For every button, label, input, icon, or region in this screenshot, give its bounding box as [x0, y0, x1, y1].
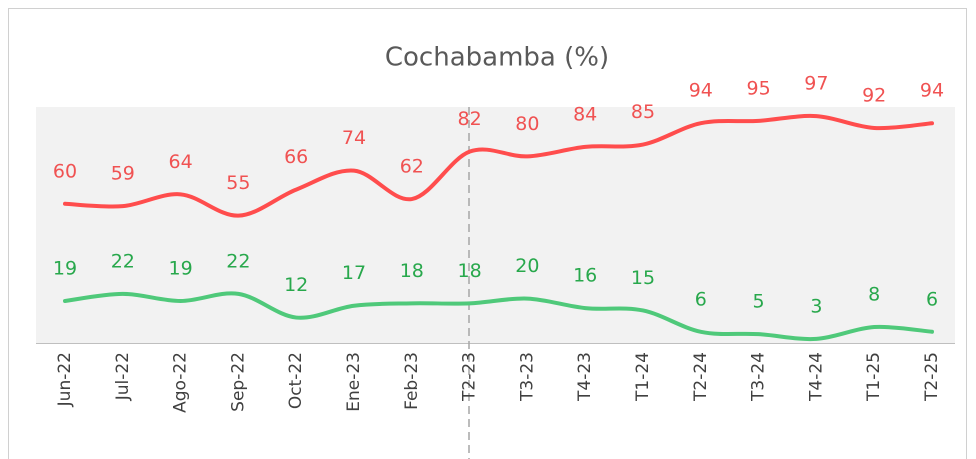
- data-label: 59: [111, 163, 135, 185]
- data-label: 97: [804, 73, 828, 95]
- data-label: 92: [862, 84, 886, 106]
- data-label: 64: [169, 151, 193, 173]
- x-tick-label: T2-23: [460, 352, 480, 402]
- data-label: 20: [515, 255, 539, 277]
- data-label: 62: [400, 156, 424, 178]
- x-tick-label: Jul-22: [113, 352, 133, 401]
- data-label: 8: [868, 284, 880, 306]
- data-label: 19: [53, 257, 77, 279]
- data-label: 6: [695, 288, 707, 310]
- series-line: [63, 113, 934, 218]
- x-tick-label: T1-25: [864, 352, 884, 402]
- plot-area: [36, 107, 955, 343]
- data-label: 55: [226, 172, 250, 194]
- data-label: 12: [284, 274, 308, 296]
- frame: [8, 8, 967, 459]
- data-label: 22: [111, 250, 135, 272]
- data-label: 22: [226, 250, 250, 272]
- x-tick-label: T2-25: [922, 352, 942, 402]
- data-label: 19: [169, 257, 193, 279]
- data-label: 6: [926, 288, 938, 310]
- x-tick-label: Ago-22: [171, 352, 191, 413]
- data-label: 18: [400, 260, 424, 282]
- data-label: 60: [53, 160, 77, 182]
- x-tick-label: T4-23: [575, 352, 595, 402]
- chart-title: Cochabamba (%): [385, 43, 609, 73]
- data-label: 95: [747, 77, 771, 99]
- data-label: 94: [689, 80, 713, 102]
- data-label: 82: [458, 108, 482, 130]
- x-tick-label: Oct-22: [286, 352, 306, 409]
- data-label: 16: [573, 265, 597, 287]
- data-label: 84: [573, 103, 597, 125]
- x-tick-label: T1-24: [633, 352, 653, 402]
- x-tick-label: Ene-23: [344, 352, 364, 412]
- data-label: 85: [631, 101, 655, 123]
- data-label: 74: [342, 127, 366, 149]
- x-tick-label: Feb-23: [402, 352, 422, 410]
- x-tick-label: T2-24: [691, 352, 711, 402]
- data-label: 80: [515, 113, 539, 135]
- series-line: [63, 291, 934, 342]
- x-tick-label: T3-23: [517, 352, 537, 402]
- x-tick-label: Jun-22: [55, 352, 75, 407]
- data-label: 18: [458, 260, 482, 282]
- data-label: 3: [810, 295, 822, 317]
- data-label: 94: [920, 80, 944, 102]
- data-label: 17: [342, 262, 366, 284]
- x-tick-label: Sep-22: [228, 352, 248, 412]
- data-label: 15: [631, 267, 655, 289]
- data-label: 66: [284, 146, 308, 168]
- x-tick-label: T4-24: [806, 352, 826, 402]
- data-label: 5: [753, 291, 765, 313]
- x-tick-label: T3-24: [749, 352, 769, 402]
